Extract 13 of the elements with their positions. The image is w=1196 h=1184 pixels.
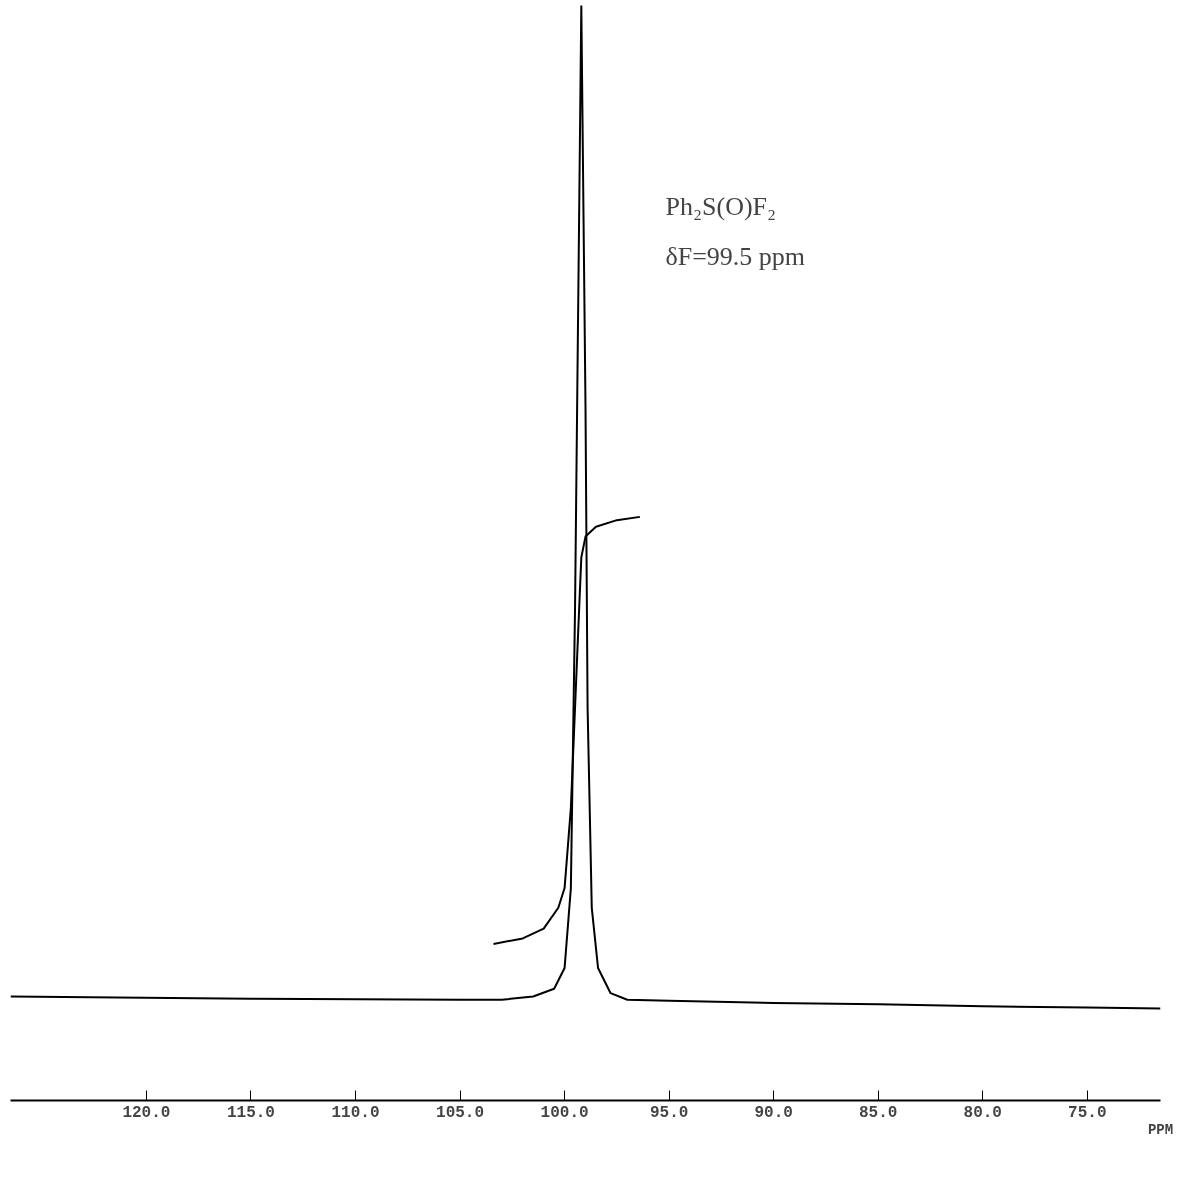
x-tick-label: 85.0 [859,1103,898,1122]
x-axis-title: PPM [1147,1121,1174,1138]
annotation: δF=99.5 ppm [665,241,806,271]
x-tick-label: 120.0 [122,1103,171,1122]
x-tick-label: 100.0 [540,1103,589,1122]
annotation: Ph₂S(O)F₂ [665,191,777,221]
x-tick-label: 110.0 [331,1103,380,1122]
x-tick-label: 80.0 [963,1103,1002,1122]
x-tick-label: 75.0 [1068,1103,1107,1122]
x-tick-label: 115.0 [226,1103,275,1122]
x-tick-label: 95.0 [649,1103,689,1122]
x-tick-label: 90.0 [754,1103,793,1122]
x-tick-label: 105.0 [436,1103,485,1122]
